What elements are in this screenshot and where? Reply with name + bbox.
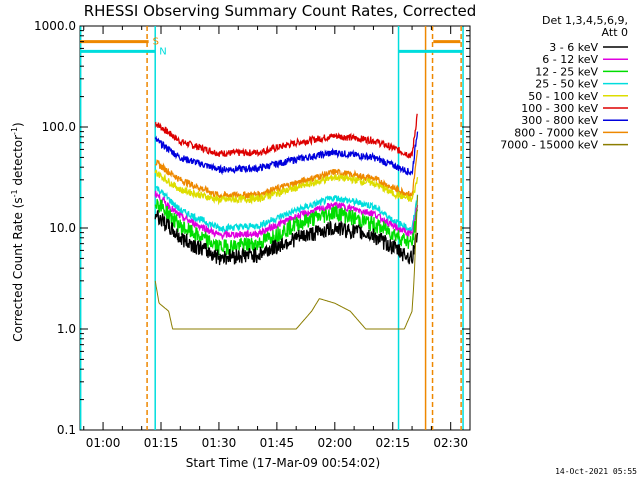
y-axis-label-sup1: -1 [10, 189, 19, 197]
series-line [154, 209, 419, 266]
plot-area: SN [79, 25, 471, 431]
x-tick-label: 02:15 [375, 436, 410, 450]
x-axis: 01:00 01:15 01:30 01:45 02:00 02:15 02:30 [83, 26, 471, 450]
x-tick-label: 02:30 [433, 436, 468, 450]
legend-item-label: 7000 - 15000 keV [500, 139, 598, 152]
x-tick-label: 01:45 [260, 436, 295, 450]
series-line [154, 190, 419, 241]
y-axis: 1000.0 100.0 10.0 1.0 0.1 [34, 19, 470, 437]
flag-label-s: S [153, 37, 159, 48]
series-line [155, 149, 419, 201]
legend-header-line-1: Det 1,3,4,5,6,9, [542, 14, 628, 27]
y-axis-label-main: Corrected Count Rate (s [11, 197, 25, 341]
legend-item-label: 800 - 7000 keV [514, 126, 598, 139]
y-tick-label: 10.0 [49, 221, 76, 235]
legend-item-label: 12 - 25 keV [535, 65, 598, 78]
series-line [154, 169, 419, 206]
y-tick-label: 1000.0 [34, 19, 76, 33]
x-tick-label: 01:00 [86, 436, 121, 450]
series-line [154, 131, 419, 176]
x-tick-label: 02:00 [318, 436, 353, 450]
legend-item-label: 6 - 12 keV [542, 53, 598, 66]
legend-item-label: 100 - 300 keV [521, 102, 598, 115]
flag-label-n: N [159, 46, 166, 57]
footer-date: 14-Oct-2021 05:55 [555, 467, 637, 476]
legend-item-label: 300 - 800 keV [521, 114, 598, 127]
series-line [154, 195, 418, 330]
series-line [154, 185, 419, 234]
y-axis-label-end: ) [11, 122, 25, 127]
y-tick-label: 0.1 [57, 423, 76, 437]
series-line [154, 113, 418, 159]
y-axis-label-sup2: -1 [10, 127, 19, 135]
x-axis-label: Start Time (17-Mar-09 00:54:02) [186, 456, 380, 470]
y-axis-label: Corrected Count Rate (s-1 detector-1) [10, 122, 25, 341]
x-tick-label: 01:15 [144, 436, 179, 450]
legend-item-label: 50 - 100 keV [528, 90, 598, 103]
series-line [154, 199, 419, 256]
y-tick-label: 1.0 [57, 322, 76, 336]
y-tick-label: 100.0 [42, 120, 76, 134]
legend-item-label: 25 - 50 keV [535, 78, 598, 91]
legend-header-line-2: Att 0 [602, 26, 628, 39]
chart-title: RHESSI Observing Summary Count Rates, Co… [84, 2, 477, 20]
y-axis-label-mid: detector [11, 135, 25, 190]
legend-item-label: 3 - 6 keV [549, 41, 598, 54]
x-tick-label: 01:30 [202, 436, 237, 450]
